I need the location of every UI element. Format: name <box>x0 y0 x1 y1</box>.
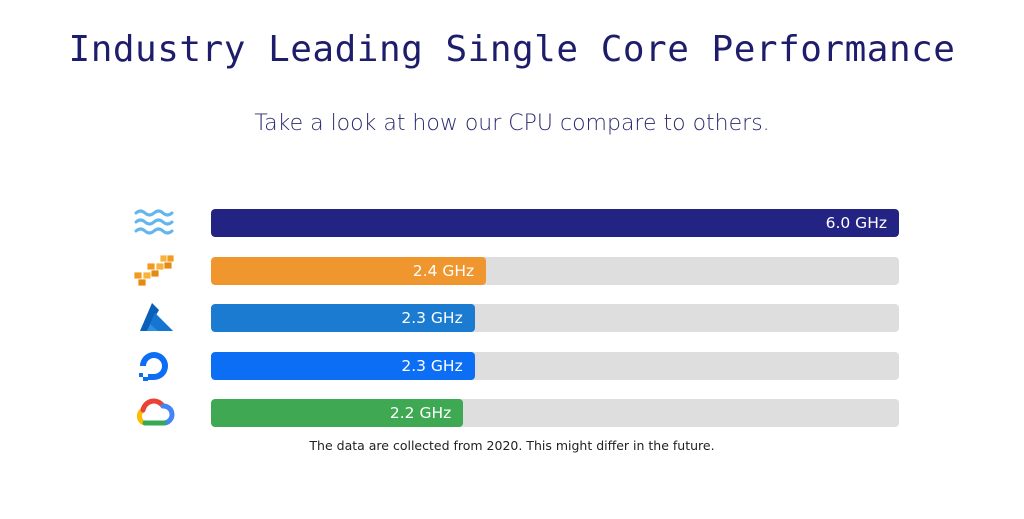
chart-row: 2.2 GHz <box>0 398 1024 428</box>
bar: 2.4 GHz <box>211 257 487 285</box>
chart-row: 2.3 GHz <box>0 351 1024 381</box>
bar-track: 2.4 GHz <box>211 257 899 285</box>
bar: 6.0 GHz <box>211 209 899 237</box>
chart-row: 6.0 GHz <box>0 208 1024 238</box>
bar-track: 2.2 GHz <box>211 399 899 427</box>
waves-logo-icon <box>134 209 174 235</box>
bar: 2.3 GHz <box>211 304 475 332</box>
aws-cubes-logo-icon <box>133 254 175 287</box>
azure-logo-icon <box>140 303 173 331</box>
data-source-footnote: The data are collected from 2020. This m… <box>309 438 715 453</box>
page-title: Industry Leading Single Core Performance <box>68 29 956 70</box>
bar-value-label: 2.4 GHz <box>412 262 475 280</box>
digitalocean-logo-icon <box>139 352 168 381</box>
page-subtitle: Take a look at how our CPU compare to ot… <box>254 111 770 136</box>
bar-value-label: 2.3 GHz <box>401 357 463 375</box>
bar: 2.3 GHz <box>211 352 475 380</box>
bar-value-label: 2.2 GHz <box>389 404 452 422</box>
bar-track: 2.3 GHz <box>211 304 899 332</box>
bar-value-label: 6.0 GHz <box>825 214 887 232</box>
google-cloud-logo-icon <box>136 398 175 426</box>
chart-row: 2.4 GHz <box>0 254 1024 287</box>
bar-track: 2.3 GHz <box>211 352 899 380</box>
bar-track: 6.0 GHz <box>211 209 899 237</box>
chart-row: 2.3 GHz <box>0 303 1024 333</box>
bar: 2.2 GHz <box>211 399 464 427</box>
bar-value-label: 2.3 GHz <box>401 309 463 327</box>
